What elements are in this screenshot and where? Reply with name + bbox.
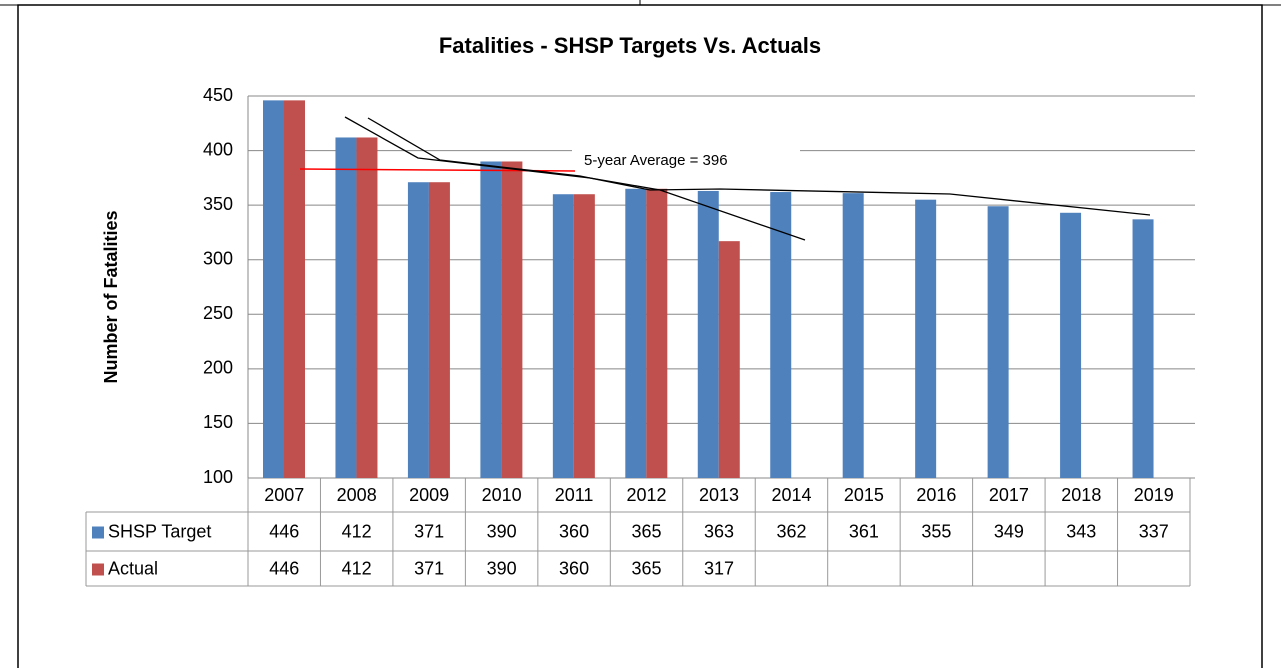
y-tick-label: 100 [203,467,233,487]
bar [1132,219,1154,478]
bar [770,192,792,478]
y-tick-label: 400 [203,139,233,159]
table-value: 412 [342,558,372,578]
table-value: 371 [414,521,444,541]
bar [646,188,668,478]
table-value: 360 [559,521,589,541]
bar [552,194,574,478]
table-value: 361 [849,521,879,541]
x-tick-label: 2015 [844,485,884,505]
table-value: 390 [487,521,517,541]
x-tick-label: 2012 [627,485,667,505]
bar [718,241,740,478]
legend-label: SHSP Target [108,521,211,541]
x-tick-label: 2009 [409,485,449,505]
legend-label: Actual [108,558,158,578]
chart-title: Fatalities - SHSP Targets Vs. Actuals [439,33,821,58]
bar [480,161,502,478]
table-value: 360 [559,558,589,578]
x-tick-label: 2019 [1134,485,1174,505]
annotation-box [572,140,800,178]
legend-swatch [92,526,104,539]
table-value: 349 [994,521,1024,541]
table-value: 317 [704,558,734,578]
bar [356,137,378,478]
x-tick-label: 2017 [989,485,1029,505]
y-tick-label: 250 [203,303,233,323]
x-tick-label: 2010 [482,485,522,505]
bar [573,194,595,478]
table-value: 355 [921,521,951,541]
table-value: 365 [632,558,662,578]
table-value: 371 [414,558,444,578]
x-tick-label: 2018 [1061,485,1101,505]
bar [1060,212,1082,479]
y-axis-label: Number of Fatalities [101,210,121,383]
x-tick-label: 2014 [771,485,811,505]
annotation: 5-year Average = 396 [584,152,728,169]
table-value: 412 [342,521,372,541]
bar [428,182,450,479]
bar [915,199,937,478]
x-tick-label: 2016 [916,485,956,505]
y-tick-label: 450 [203,85,233,105]
x-tick-label: 2013 [699,485,739,505]
table-value: 390 [487,558,517,578]
bar [335,137,357,478]
y-tick-label: 300 [203,248,233,268]
bar [501,161,523,478]
table-value: 363 [704,521,734,541]
x-tick-label: 2007 [264,485,304,505]
x-tick-label: 2011 [555,485,594,505]
x-tick-label: 2008 [337,485,377,505]
y-tick-label: 150 [203,412,233,432]
y-tick-label: 200 [203,358,233,378]
table-value: 337 [1139,521,1169,541]
table-value: 446 [269,558,299,578]
table-value: 365 [632,521,662,541]
y-tick-label: 350 [203,194,233,214]
table-value: 343 [1066,521,1096,541]
table-value: 362 [776,521,806,541]
table-value: 446 [269,521,299,541]
bar [697,190,719,478]
bar [625,188,647,478]
bar [987,206,1009,478]
bar [284,100,305,478]
bar [407,182,429,479]
bar [842,193,864,478]
bar [263,100,284,478]
legend-swatch [92,563,104,576]
trend-line [367,117,1151,216]
